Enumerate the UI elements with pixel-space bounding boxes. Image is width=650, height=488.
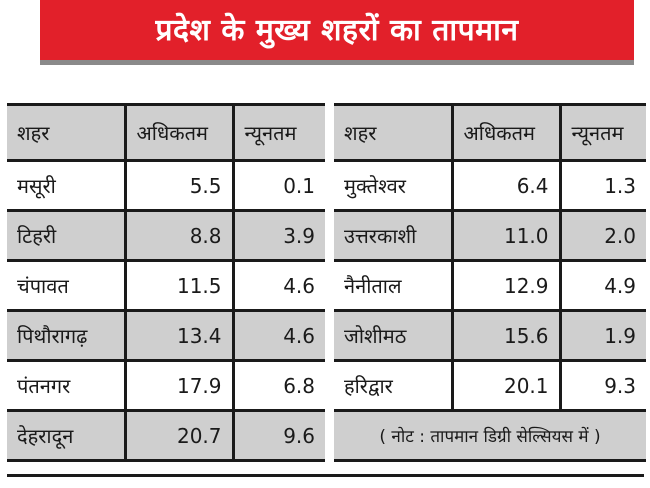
city-cell: मसूरी — [7, 159, 125, 212]
min-cell: 4.6 — [231, 309, 325, 362]
max-cell: 5.5 — [123, 159, 233, 212]
max-cell: 17.9 — [123, 359, 233, 412]
table-row: मुक्तेश्वर 6.4 1.3 — [334, 159, 646, 212]
city-cell: देहरादून — [7, 409, 125, 462]
max-cell: 6.4 — [450, 159, 560, 212]
header-max: अधिकतम — [123, 103, 233, 162]
min-cell: 4.6 — [231, 259, 325, 312]
min-cell: 9.3 — [558, 359, 646, 412]
header-min: न्यूनतम — [558, 103, 646, 162]
header-min: न्यूनतम — [231, 103, 325, 162]
city-cell: टिहरी — [7, 209, 125, 262]
table-row: पिथौरागढ़ 13.4 4.6 — [7, 309, 325, 362]
right-temperature-table: शहर अधिकतम न्यूनतम मुक्तेश्वर 6.4 1.3 उत… — [334, 103, 646, 462]
min-cell: 4.9 — [558, 259, 646, 312]
header-city: शहर — [7, 103, 125, 162]
min-cell: 3.9 — [231, 209, 325, 262]
table-row: जोशीमठ 15.6 1.9 — [334, 309, 646, 362]
table-row: मसूरी 5.5 0.1 — [7, 159, 325, 212]
temperature-unit-note: ( नोट : तापमान डिग्री सेल्सियस में ) — [334, 409, 646, 462]
table-row: उत्तरकाशी 11.0 2.0 — [334, 209, 646, 262]
min-cell: 1.3 — [558, 159, 646, 212]
table-row: पंतनगर 17.9 6.8 — [7, 359, 325, 412]
left-temperature-table: शहर अधिकतम न्यूनतम मसूरी 5.5 0.1 टिहरी 8… — [7, 103, 325, 462]
min-cell: 2.0 — [558, 209, 646, 262]
min-cell: 0.1 — [231, 159, 325, 212]
city-cell: चंपावत — [7, 259, 125, 312]
header-max: अधिकतम — [450, 103, 560, 162]
city-cell: मुक्तेश्वर — [334, 159, 452, 212]
note-row: ( नोट : तापमान डिग्री सेल्सियस में ) — [334, 409, 646, 462]
max-cell: 20.7 — [123, 409, 233, 462]
max-cell: 8.8 — [123, 209, 233, 262]
table-row: टिहरी 8.8 3.9 — [7, 209, 325, 262]
header-city: शहर — [334, 103, 452, 162]
city-cell: पंतनगर — [7, 359, 125, 412]
table-row: देहरादून 20.7 9.6 — [7, 409, 325, 462]
city-cell: हरिद्वार — [334, 359, 452, 412]
table-row: नैनीताल 12.9 4.9 — [334, 259, 646, 312]
max-cell: 15.6 — [450, 309, 560, 362]
city-cell: जोशीमठ — [334, 309, 452, 362]
max-cell: 11.0 — [450, 209, 560, 262]
city-cell: नैनीताल — [334, 259, 452, 312]
max-cell: 20.1 — [450, 359, 560, 412]
max-cell: 12.9 — [450, 259, 560, 312]
title-banner: प्रदेश के मुख्य शहरों का तापमान — [40, 0, 634, 60]
min-cell: 1.9 — [558, 309, 646, 362]
city-cell: पिथौरागढ़ — [7, 309, 125, 362]
max-cell: 11.5 — [123, 259, 233, 312]
table-row: हरिद्वार 20.1 9.3 — [334, 359, 646, 412]
min-cell: 6.8 — [231, 359, 325, 412]
max-cell: 13.4 — [123, 309, 233, 362]
page-title: प्रदेश के मुख्य शहरों का तापमान — [155, 12, 519, 48]
table-header-row: शहर अधिकतम न्यूनतम — [334, 103, 646, 162]
bottom-rule — [7, 474, 644, 477]
min-cell: 9.6 — [231, 409, 325, 462]
table-header-row: शहर अधिकतम न्यूनतम — [7, 103, 325, 162]
table-row: चंपावत 11.5 4.6 — [7, 259, 325, 312]
city-cell: उत्तरकाशी — [334, 209, 452, 262]
